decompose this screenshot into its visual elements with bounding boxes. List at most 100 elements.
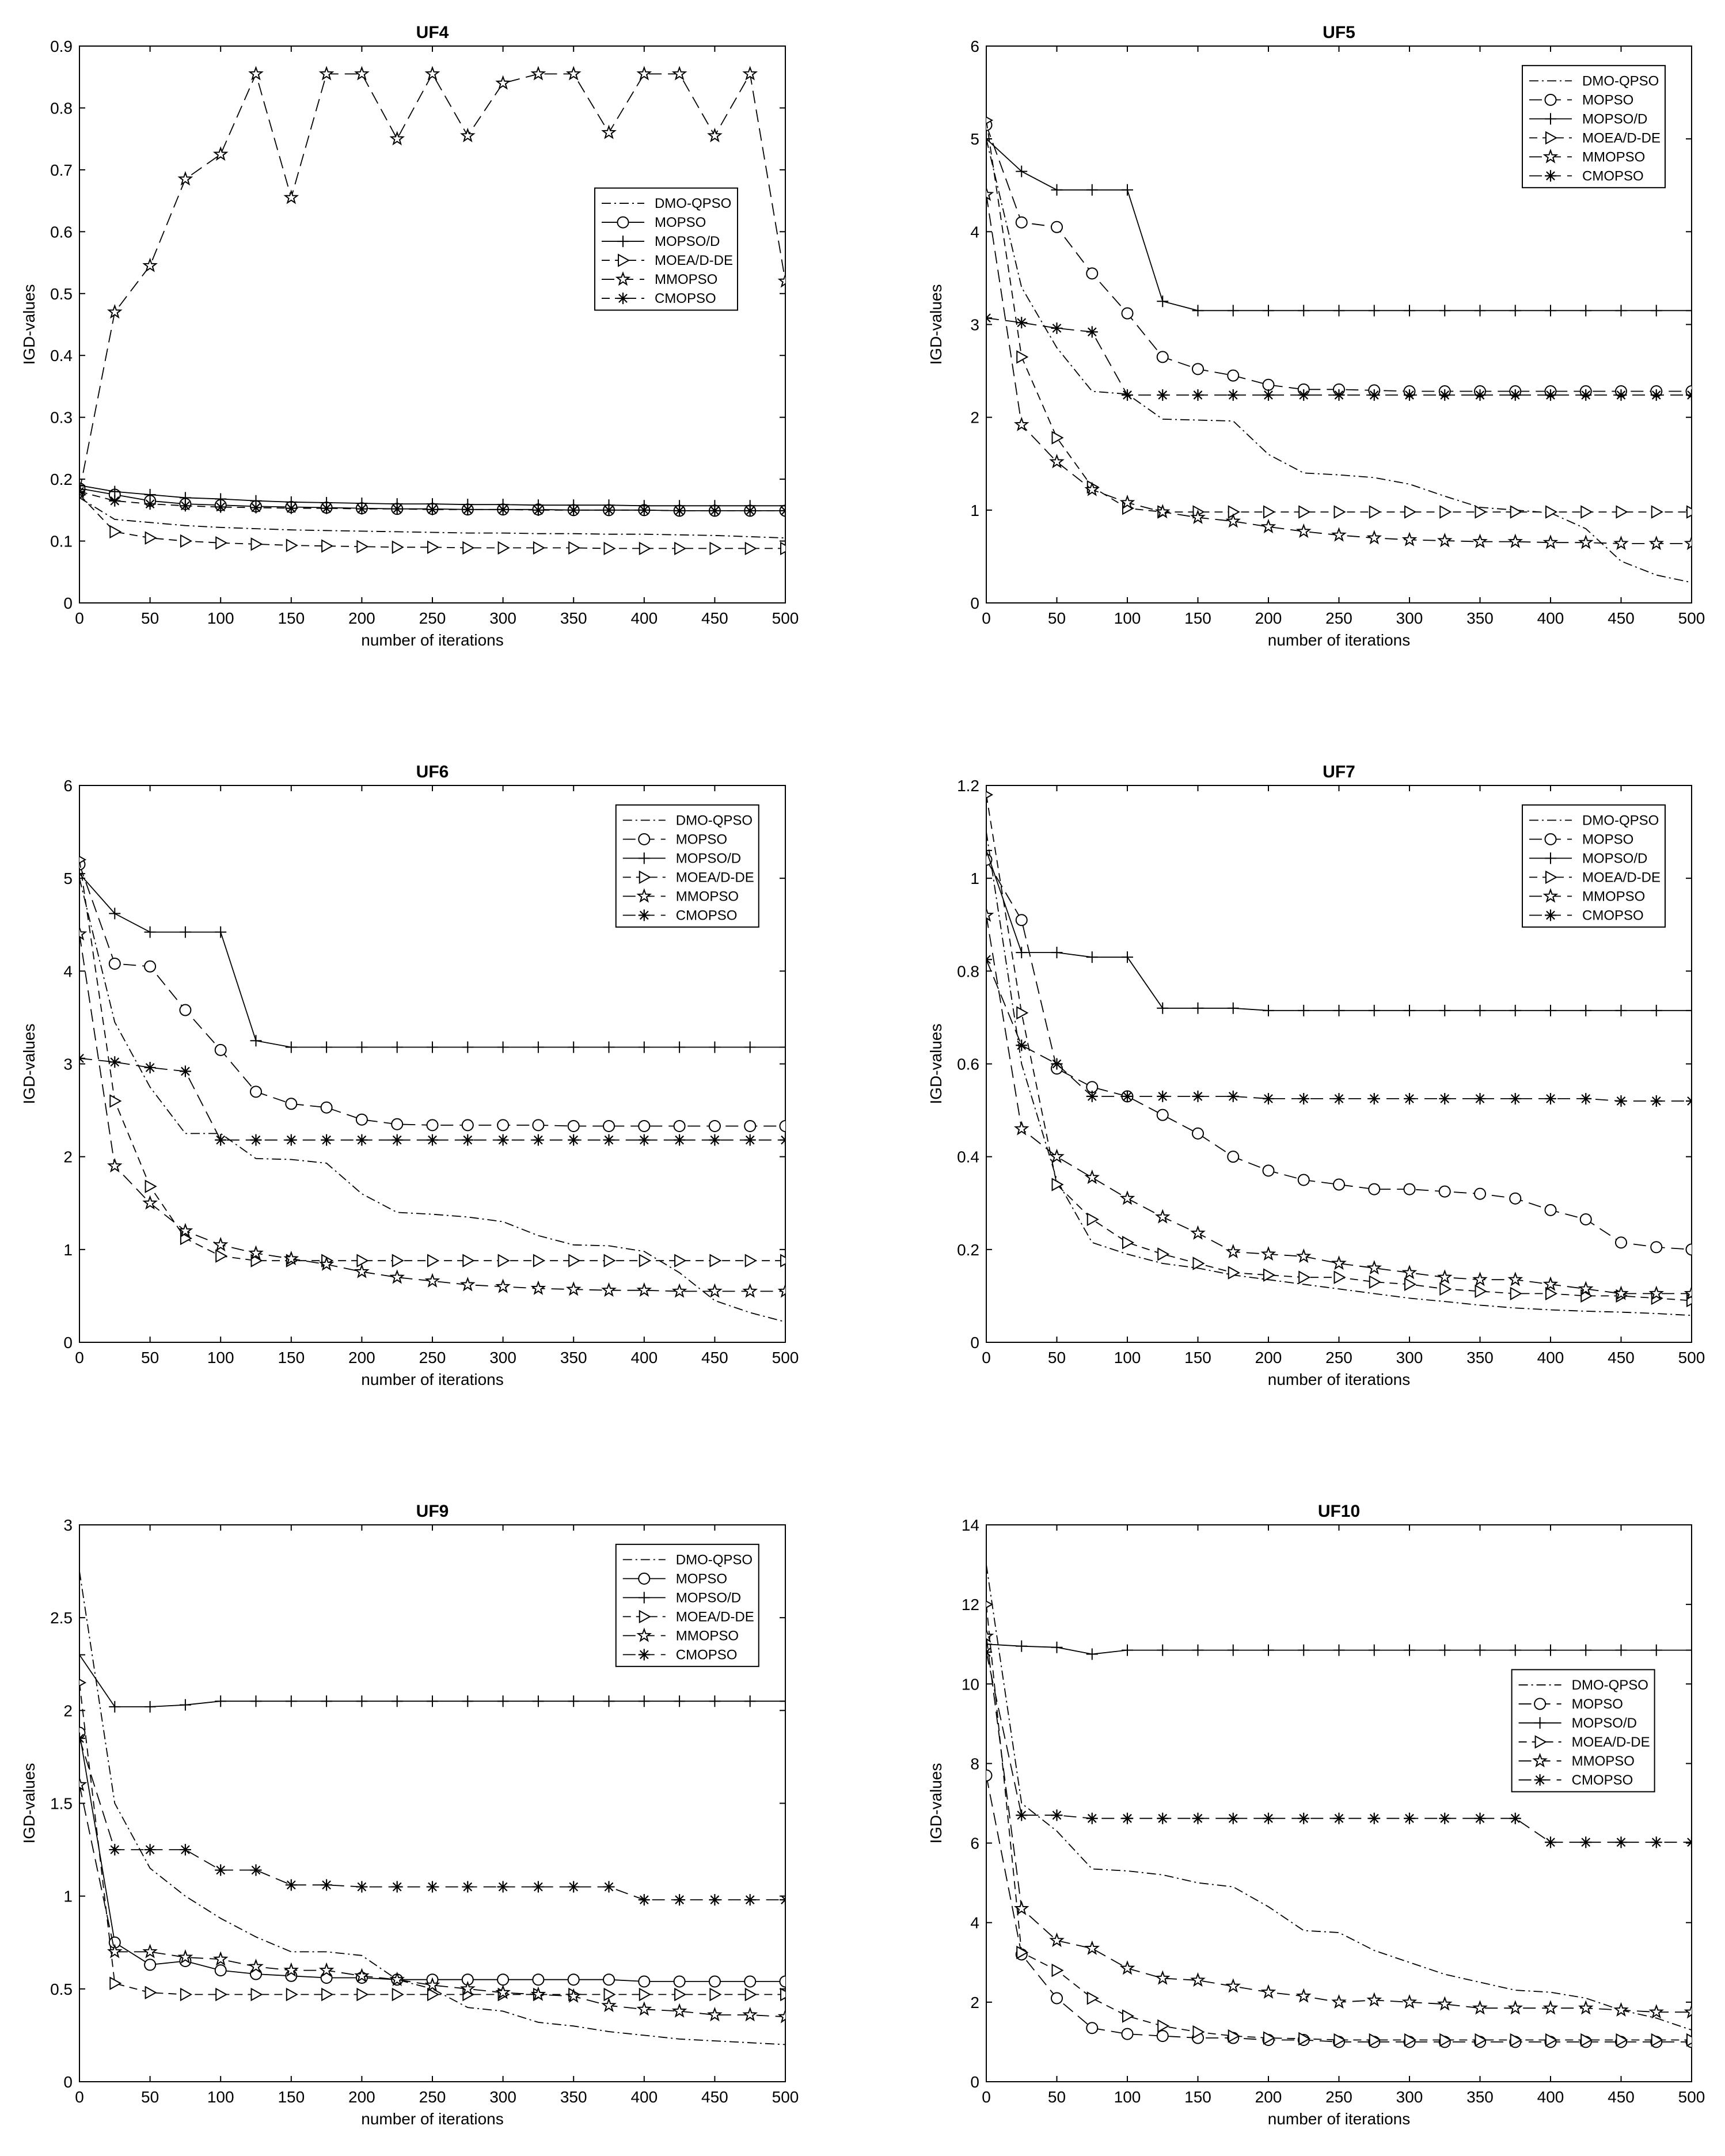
data-point-circle bbox=[1156, 351, 1169, 363]
y-tick-label: 3 bbox=[63, 1056, 73, 1073]
data-point-plus bbox=[1157, 1002, 1169, 1014]
data-point-star bbox=[460, 1277, 476, 1292]
data-point-asterisk bbox=[568, 1134, 580, 1146]
data-point-asterisk bbox=[1227, 1090, 1239, 1102]
y-tick-label: 0.5 bbox=[50, 285, 73, 303]
data-point-asterisk bbox=[321, 502, 333, 514]
legend-marker-asterisk bbox=[1545, 909, 1556, 921]
data-point-circle bbox=[1579, 1213, 1592, 1225]
y-tick-label: 4 bbox=[970, 1914, 979, 1932]
data-point-star bbox=[1684, 1285, 1692, 1300]
data-point-star bbox=[986, 1628, 994, 1643]
x-tick-label: 100 bbox=[207, 2088, 234, 2106]
y-tick-label: 6 bbox=[63, 777, 73, 795]
data-point-circle bbox=[250, 1085, 262, 1098]
y-tick-label: 0.1 bbox=[50, 533, 73, 551]
legend-entry: MOPSO/D bbox=[676, 851, 741, 866]
data-point-plus bbox=[709, 1041, 721, 1053]
y-tick-label: 6 bbox=[970, 1835, 979, 1853]
data-point-plus bbox=[462, 1041, 474, 1053]
data-point-star bbox=[354, 1263, 370, 1278]
data-point-star bbox=[1401, 532, 1418, 546]
data-point-circle bbox=[1262, 378, 1275, 391]
data-point-plus bbox=[109, 908, 121, 920]
data-point-plus bbox=[1122, 1644, 1133, 1656]
data-point-star bbox=[1119, 494, 1135, 510]
data-point-triangle-right bbox=[780, 541, 785, 556]
data-point-plus bbox=[79, 479, 85, 491]
data-point-plus bbox=[1157, 295, 1169, 308]
data-point-asterisk bbox=[532, 504, 544, 516]
data-point-plus bbox=[1157, 1644, 1169, 1656]
x-tick-label: 300 bbox=[1396, 1349, 1423, 1367]
series-line-dmo-qpso bbox=[986, 1564, 1692, 2031]
y-tick-label: 4 bbox=[63, 962, 73, 980]
data-point-circle bbox=[461, 1119, 474, 1132]
data-point-plus bbox=[1650, 305, 1662, 317]
x-tick-label: 250 bbox=[1325, 1349, 1352, 1367]
data-point-asterisk bbox=[780, 504, 785, 517]
legend-entry: MOPSO/D bbox=[1582, 111, 1647, 127]
y-axis-label: IGD-values bbox=[927, 1763, 945, 1843]
x-tick-label: 450 bbox=[701, 1349, 728, 1367]
data-point-triangle-right bbox=[1333, 2033, 1346, 2047]
legend: DMO-QPSO MOPSO MOPSO/D MOEA/D-DE MMOPSO CMOPS… bbox=[615, 1543, 759, 1667]
data-point-star bbox=[1049, 1148, 1065, 1163]
y-tick-label: 14 bbox=[962, 1516, 979, 1534]
data-point-plus bbox=[568, 1695, 580, 1707]
x-tick-label: 0 bbox=[982, 2088, 991, 2106]
x-tick-label: 450 bbox=[701, 609, 728, 627]
x-axis-label: number of iterations bbox=[361, 1371, 503, 1388]
data-point-asterisk bbox=[1192, 1812, 1204, 1824]
x-tick-label: 0 bbox=[982, 1349, 991, 1367]
data-point-plus bbox=[1686, 1644, 1692, 1656]
data-point-plus bbox=[215, 926, 227, 938]
data-point-asterisk bbox=[986, 954, 992, 966]
legend-marker-star bbox=[636, 888, 652, 903]
data-point-triangle-right bbox=[709, 1254, 722, 1267]
data-point-triangle-right bbox=[462, 541, 475, 555]
x-tick-label: 350 bbox=[1466, 1349, 1494, 1367]
data-point-circle bbox=[1156, 1109, 1169, 1121]
data-point-asterisk bbox=[1509, 1812, 1521, 1824]
legend-entry: CMOPSO bbox=[655, 291, 716, 306]
legend-entry: DMO-QPSO bbox=[1572, 1677, 1648, 1693]
data-point-plus bbox=[674, 1695, 686, 1707]
data-point-asterisk bbox=[285, 1879, 297, 1891]
legend-marker-star bbox=[1542, 149, 1559, 164]
legend-marker-plus bbox=[1534, 1717, 1546, 1729]
data-point-triangle-right bbox=[1298, 505, 1311, 519]
data-point-asterisk bbox=[1016, 317, 1028, 329]
series-line-cmopso bbox=[79, 491, 785, 511]
legend-marker-plus bbox=[638, 1592, 650, 1604]
data-point-circle bbox=[638, 1975, 651, 1988]
data-point-circle bbox=[179, 1004, 192, 1016]
data-point-asterisk bbox=[250, 1134, 262, 1146]
data-point-plus bbox=[391, 1695, 403, 1707]
data-point-plus bbox=[1439, 1004, 1451, 1016]
y-tick-label: 0 bbox=[63, 594, 73, 612]
y-tick-label: 0 bbox=[63, 2073, 73, 2091]
y-tick-label: 0 bbox=[970, 594, 979, 612]
chart-uf9: UF9 0 50 100 150 200 250 300 350 400 450 500 0 0.5 1 1.… bbox=[20, 1502, 799, 2128]
data-point-circle bbox=[108, 957, 121, 970]
data-point-asterisk bbox=[391, 1134, 403, 1146]
data-point-plus bbox=[1509, 305, 1521, 317]
data-point-triangle-right bbox=[180, 1987, 192, 2002]
data-point-triangle-right bbox=[1475, 505, 1487, 519]
series-line-dmo-qpso bbox=[79, 878, 785, 1323]
data-point-asterisk bbox=[79, 485, 85, 498]
series-line-mmopso bbox=[79, 1785, 785, 2018]
data-point-circle bbox=[1227, 1151, 1240, 1163]
x-tick-label: 500 bbox=[1678, 2088, 1705, 2106]
x-tick-label: 250 bbox=[419, 2088, 446, 2106]
data-point-asterisk bbox=[1650, 389, 1662, 401]
y-tick-label: 0.7 bbox=[50, 161, 73, 179]
data-point-star bbox=[177, 1949, 193, 1964]
data-point-plus bbox=[568, 1041, 580, 1053]
data-point-asterisk bbox=[1051, 1058, 1063, 1070]
data-point-asterisk bbox=[744, 1894, 756, 1906]
legend-marker-circle bbox=[1534, 1698, 1547, 1710]
data-point-triangle-right bbox=[427, 1254, 440, 1267]
data-point-star bbox=[354, 66, 370, 81]
